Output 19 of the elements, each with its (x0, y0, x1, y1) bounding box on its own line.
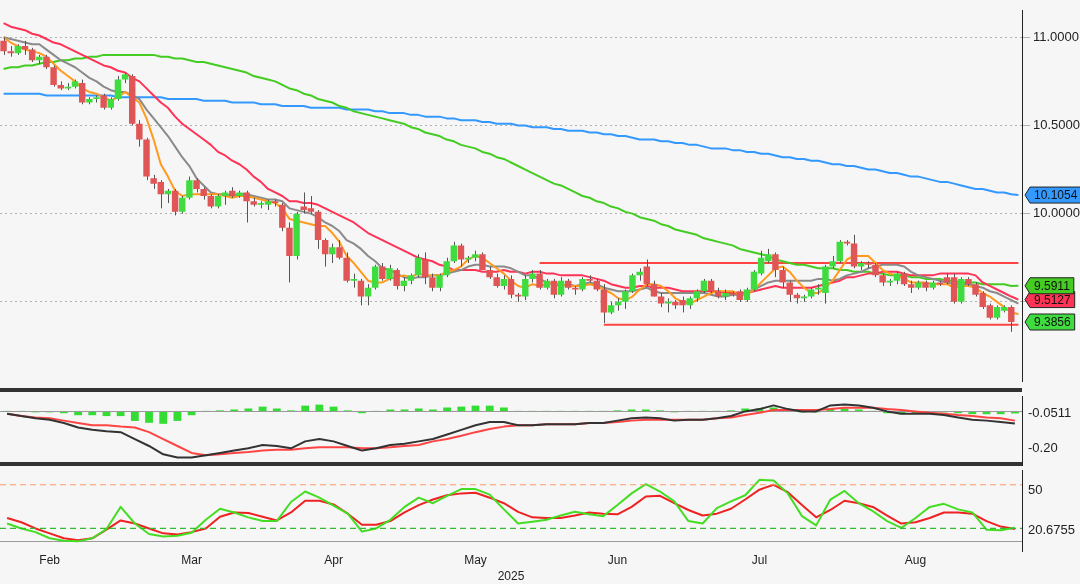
text: -0.20 (1028, 440, 1058, 456)
y-tick-label: 10.5000 (1033, 117, 1080, 133)
x-tick-label: Jul (751, 552, 768, 567)
y-tick-label: 10.0000 (1033, 205, 1080, 221)
text: 9.3856 (1034, 315, 1071, 330)
text: 50 (1028, 481, 1043, 497)
data-label: 9.5911 (1034, 279, 1071, 294)
x-tick-label: Jun (607, 552, 628, 567)
x-tick-label: May (464, 552, 487, 567)
data-label: 9.5127 (1034, 292, 1072, 307)
text: -0.0511 (1028, 405, 1072, 421)
x-tick-label: Apr (324, 552, 343, 567)
text: 20.6755 (1028, 522, 1075, 538)
x-tick-label: Mar (181, 552, 202, 567)
x-axis-title: 2025 (497, 569, 525, 584)
x-tick-label: Aug (904, 552, 927, 567)
data-label: 10.1054 (1034, 188, 1078, 203)
y-tick-label: 11.0000 (1033, 28, 1080, 44)
x-tick-label: Feb (39, 552, 61, 567)
